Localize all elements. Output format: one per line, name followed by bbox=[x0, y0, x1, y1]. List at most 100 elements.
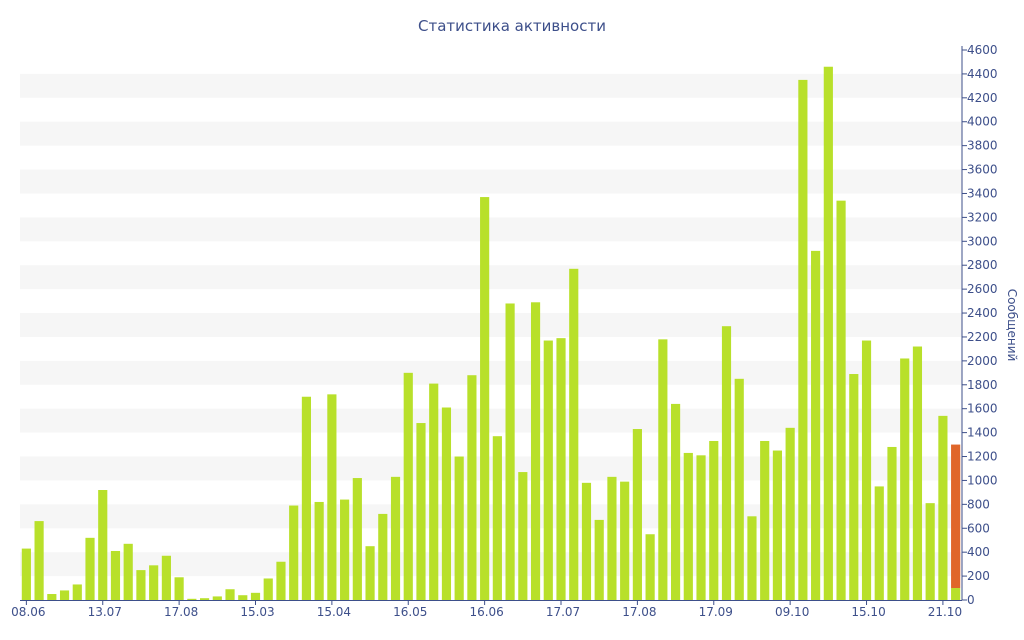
bar bbox=[72, 584, 82, 600]
bar bbox=[390, 476, 401, 600]
x-tick-label: 13.07 bbox=[88, 605, 122, 619]
y-tick-label: 600 bbox=[967, 521, 990, 535]
y-tick-label: 4200 bbox=[967, 91, 998, 105]
y-tick-label: 4600 bbox=[967, 43, 998, 57]
bar bbox=[569, 268, 579, 600]
x-tick-label: 08.06 bbox=[11, 605, 45, 619]
bar bbox=[149, 565, 159, 600]
bar bbox=[21, 548, 31, 600]
bar bbox=[594, 519, 604, 600]
bar bbox=[543, 340, 553, 600]
bar bbox=[289, 505, 299, 600]
y-tick-label: 200 bbox=[967, 569, 990, 583]
y-tick-label: 4000 bbox=[967, 115, 998, 129]
bar bbox=[352, 478, 362, 600]
bar bbox=[518, 472, 528, 600]
y-tick-label: 1600 bbox=[967, 402, 998, 416]
grid-band bbox=[20, 121, 962, 146]
bar bbox=[861, 340, 872, 600]
bar bbox=[925, 503, 935, 600]
bar bbox=[85, 537, 95, 600]
grid-band bbox=[20, 265, 962, 290]
bar bbox=[110, 550, 121, 600]
bar bbox=[429, 383, 439, 600]
x-tick-label: 15.10 bbox=[851, 605, 885, 619]
bar bbox=[441, 407, 452, 600]
bar bbox=[416, 423, 426, 600]
bar bbox=[938, 415, 948, 600]
bar bbox=[887, 446, 897, 600]
bar bbox=[505, 303, 515, 600]
bar bbox=[658, 339, 668, 600]
bar bbox=[161, 555, 171, 600]
grid-band bbox=[20, 73, 962, 98]
bar bbox=[811, 250, 821, 600]
bar bbox=[760, 440, 770, 600]
bar bbox=[836, 200, 846, 601]
bar bbox=[467, 375, 477, 600]
bar bbox=[900, 358, 910, 600]
bar bbox=[454, 456, 464, 600]
x-tick-label: 15.04 bbox=[317, 605, 351, 619]
bar bbox=[301, 396, 312, 600]
grid-band bbox=[20, 552, 962, 577]
grid-band bbox=[20, 169, 962, 194]
y-axis-label: Сообщений bbox=[1005, 289, 1019, 362]
y-tick-label: 0 bbox=[967, 593, 975, 607]
bar bbox=[340, 499, 350, 600]
bar bbox=[365, 546, 375, 600]
bar bbox=[530, 302, 541, 600]
bar bbox=[47, 594, 57, 600]
x-tick-label: 16.05 bbox=[393, 605, 427, 619]
x-tick-label: 17.08 bbox=[164, 605, 198, 619]
x-tick-label: 17.09 bbox=[699, 605, 733, 619]
y-tick-label: 2800 bbox=[967, 258, 998, 272]
bar bbox=[378, 513, 388, 600]
bar bbox=[747, 516, 757, 600]
bar bbox=[709, 440, 719, 600]
bar bbox=[238, 595, 248, 600]
bar bbox=[581, 482, 592, 600]
bar bbox=[645, 534, 655, 600]
bar bbox=[480, 197, 490, 600]
y-tick-label: 3600 bbox=[967, 163, 998, 177]
grid-band bbox=[20, 408, 962, 433]
x-tick-label: 16.06 bbox=[469, 605, 503, 619]
grid-band bbox=[20, 504, 962, 529]
bar bbox=[620, 481, 630, 600]
bar bbox=[123, 543, 133, 600]
bar bbox=[734, 378, 744, 600]
x-tick-label: 17.08 bbox=[622, 605, 656, 619]
bar bbox=[951, 588, 961, 600]
bar bbox=[556, 338, 566, 600]
bar bbox=[59, 590, 70, 600]
x-tick-label: 09.10 bbox=[775, 605, 809, 619]
grid-band bbox=[20, 456, 962, 481]
bar bbox=[403, 372, 413, 600]
bar bbox=[607, 476, 617, 600]
grid-band bbox=[20, 217, 962, 242]
y-tick-label: 2600 bbox=[967, 282, 998, 296]
bar bbox=[263, 578, 273, 600]
bar bbox=[849, 374, 859, 600]
y-tick-label: 3400 bbox=[967, 186, 998, 200]
bar bbox=[174, 577, 184, 600]
x-tick-label: 17.07 bbox=[546, 605, 580, 619]
bar bbox=[492, 436, 502, 600]
x-tick-label: 21.10 bbox=[928, 605, 962, 619]
bar bbox=[327, 394, 337, 600]
y-tick-label: 2400 bbox=[967, 306, 998, 320]
bar bbox=[98, 490, 108, 600]
bar bbox=[912, 346, 923, 600]
y-tick-label: 4400 bbox=[967, 67, 998, 81]
bar bbox=[683, 452, 693, 600]
y-tick-label: 2000 bbox=[967, 354, 998, 368]
bar bbox=[314, 501, 324, 600]
bar bbox=[212, 596, 222, 600]
grid-band bbox=[20, 313, 962, 337]
bar bbox=[34, 521, 44, 600]
y-tick-label: 1200 bbox=[967, 450, 998, 464]
x-ticks: 08.06 13.07 17.08 15.03 15.04 16.05 16.06 17.07… bbox=[11, 600, 962, 619]
y-tick-label: 1000 bbox=[967, 473, 998, 487]
